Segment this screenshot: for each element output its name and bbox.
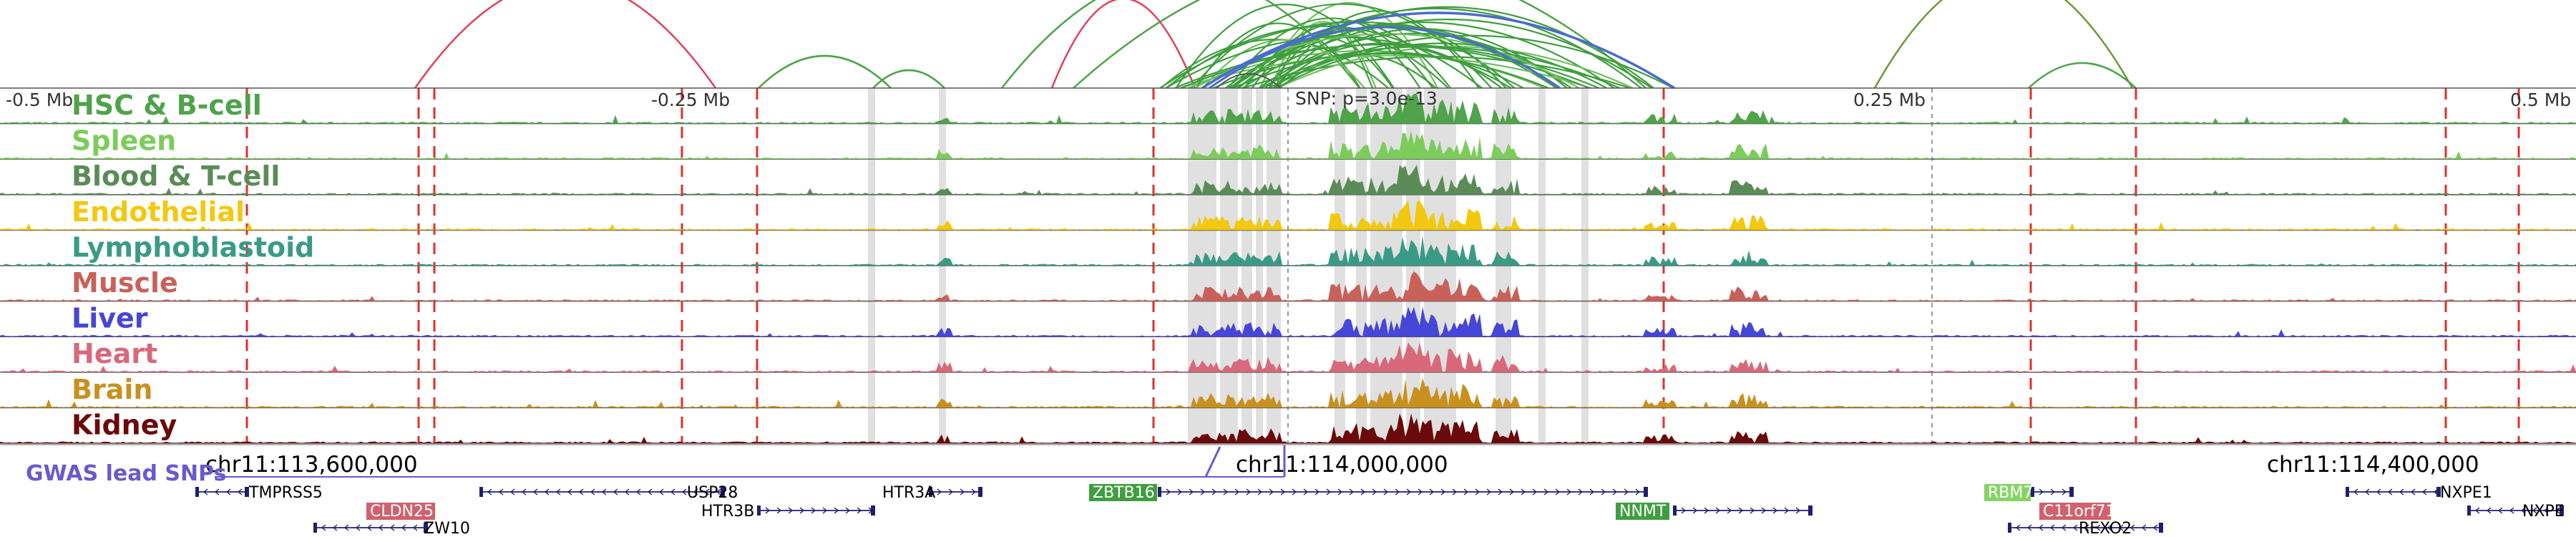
gwas-snp-pointer: [1204, 445, 1286, 478]
gene-label-tmprss5: TMPRSS5: [248, 484, 323, 502]
gene-label-cldn25: CLDN25: [370, 503, 434, 521]
gene-label-zw10: ZW10: [424, 520, 470, 537]
gene-label-nnmt: NNMT: [1619, 503, 1667, 521]
track-liver: [0, 306, 2576, 338]
chromatin-loop-arcs: [414, 0, 2137, 90]
track-muscle: [0, 271, 2576, 302]
gene-label-c11orf71: C11orf71: [2043, 503, 2116, 521]
track-label-lymphoblastoid: Lymphoblastoid: [72, 231, 314, 263]
ruler-tick-minus-0-5: -0.5 Mb: [6, 90, 73, 110]
snp-label: SNP: p=3.0e-13: [1295, 88, 1438, 109]
gene-label-nxpe1: NXPE1: [2440, 484, 2492, 502]
track-label-endothelial: Endothelial: [72, 196, 245, 228]
signal-tracks: [0, 87, 2576, 444]
track-label-blood-t-cell: Blood & T-cell: [72, 160, 280, 192]
track-label-kidney: Kidney: [72, 409, 177, 440]
track-label-hsc-b-cell: HSC & B-cell: [72, 90, 262, 121]
chrom-tick-114400000: chr11:114,400,000: [2267, 452, 2479, 478]
gene-label-zbtb16: ZBTB16: [1093, 484, 1155, 502]
track-endothelial: [0, 200, 2576, 231]
track-label-liver: Liver: [72, 303, 148, 334]
gene-label-rbm7: RBM7: [1988, 484, 2033, 502]
track-hsc-b-cell: [0, 94, 2576, 125]
track-lymphoblastoid: [0, 236, 2576, 266]
ruler-tick-0-25: 0.25 Mb: [1853, 90, 1926, 110]
gene-label-usp28: USP28: [687, 484, 738, 502]
gwas-label: GWAS lead SNPs: [26, 461, 226, 486]
track-kidney: [0, 413, 2576, 444]
track-brain: [0, 377, 2576, 409]
gene-label-htr3b: HTR3B: [701, 503, 754, 521]
track-heart: [0, 342, 2576, 373]
track-label-brain: Brain: [72, 374, 152, 405]
distance-ruler: -0.5 Mb -0.25 Mb SNP: p=3.0e-13 0.25 Mb …: [6, 88, 2571, 110]
track-blood-t-cell: [0, 165, 2576, 195]
chrom-tick-114000000: chr11:114,000,000: [1236, 452, 1448, 478]
gene-label-nxpe: NXPE: [2522, 503, 2565, 521]
track-spleen: [0, 130, 2576, 160]
ruler-tick-minus-0-25: -0.25 Mb: [651, 90, 730, 110]
track-label-spleen: Spleen: [72, 125, 176, 157]
gwas-lead-snp-track: GWAS lead SNPs: [26, 445, 1286, 486]
chromosome-axis: chr11:113,600,000 chr11:114,000,000 chr1…: [0, 444, 2576, 478]
track-label-heart: Heart: [72, 338, 157, 369]
chrom-tick-113600000: chr11:113,600,000: [205, 452, 418, 478]
gene-label-htr3a: HTR3A: [882, 484, 935, 502]
track-label-muscle: Muscle: [72, 267, 178, 299]
ruler-tick-0-5: 0.5 Mb: [2510, 90, 2571, 110]
gene-label-rexo2: REXO2: [2079, 520, 2132, 537]
